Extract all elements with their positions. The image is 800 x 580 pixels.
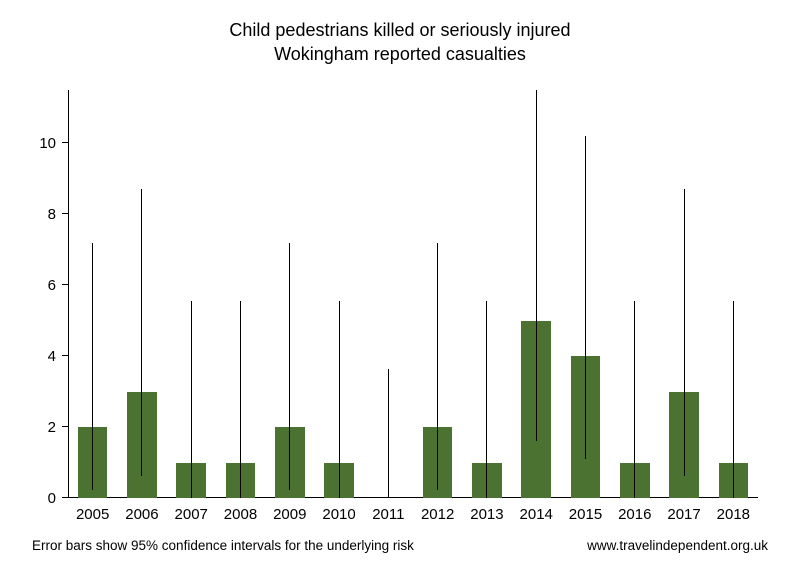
y-tick bbox=[62, 497, 68, 498]
y-tick bbox=[62, 355, 68, 356]
y-tick-label: 0 bbox=[16, 490, 56, 507]
y-axis bbox=[68, 90, 69, 498]
x-tick-label: 2016 bbox=[610, 506, 659, 523]
error-bar bbox=[191, 301, 192, 498]
error-bar bbox=[141, 189, 142, 476]
y-tick bbox=[62, 426, 68, 427]
footer-source: www.travelindependent.org.uk bbox=[587, 538, 768, 553]
error-bar bbox=[634, 301, 635, 498]
error-bar bbox=[585, 136, 586, 459]
x-axis bbox=[68, 497, 758, 498]
error-bar bbox=[289, 243, 290, 489]
y-tick-label: 6 bbox=[16, 277, 56, 294]
error-bar bbox=[339, 301, 340, 498]
x-tick-label: 2007 bbox=[167, 506, 216, 523]
footer-note: Error bars show 95% confidence intervals… bbox=[32, 538, 414, 553]
x-tick-label: 2008 bbox=[216, 506, 265, 523]
x-tick-label: 2015 bbox=[561, 506, 610, 523]
x-tick-label: 2009 bbox=[265, 506, 314, 523]
x-tick-label: 2013 bbox=[462, 506, 511, 523]
x-tick-label: 2012 bbox=[413, 506, 462, 523]
plot-area: 0246810200520062007200820092010201120122… bbox=[68, 90, 758, 498]
error-bar bbox=[733, 301, 734, 498]
y-tick-label: 10 bbox=[16, 135, 56, 152]
title-line-2: Wokingham reported casualties bbox=[0, 42, 800, 66]
x-tick-label: 2014 bbox=[512, 506, 561, 523]
title-line-1: Child pedestrians killed or seriously in… bbox=[0, 18, 800, 42]
error-bar bbox=[536, 90, 537, 441]
y-tick-label: 8 bbox=[16, 206, 56, 223]
chart-title: Child pedestrians killed or seriously in… bbox=[0, 18, 800, 67]
error-bar bbox=[240, 301, 241, 498]
chart-container: Child pedestrians killed or seriously in… bbox=[0, 0, 800, 580]
x-tick-label: 2011 bbox=[364, 506, 413, 523]
error-bar bbox=[684, 189, 685, 476]
x-tick-label: 2006 bbox=[117, 506, 166, 523]
error-bar bbox=[486, 301, 487, 498]
y-tick-label: 4 bbox=[16, 348, 56, 365]
x-tick-label: 2010 bbox=[314, 506, 363, 523]
y-tick bbox=[62, 284, 68, 285]
x-tick-label: 2018 bbox=[709, 506, 758, 523]
y-tick bbox=[62, 142, 68, 143]
x-tick-label: 2005 bbox=[68, 506, 117, 523]
y-tick-label: 2 bbox=[16, 419, 56, 436]
y-tick bbox=[62, 213, 68, 214]
error-bar bbox=[388, 369, 389, 498]
error-bar bbox=[437, 243, 438, 489]
x-tick-label: 2017 bbox=[659, 506, 708, 523]
error-bar bbox=[92, 243, 93, 489]
